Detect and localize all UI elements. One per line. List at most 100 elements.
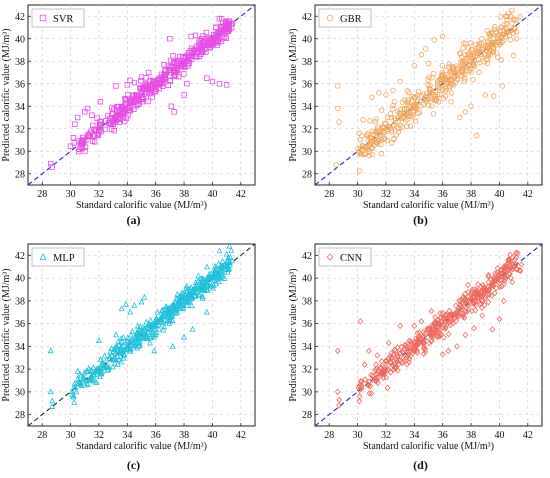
scatter-point xyxy=(461,78,467,84)
scatter-point xyxy=(216,81,223,87)
scatter-point xyxy=(488,292,495,299)
scatter-point xyxy=(147,334,154,341)
scatter-point xyxy=(183,284,190,291)
scatter-point xyxy=(87,130,93,137)
x-tick-label: 40 xyxy=(207,189,217,200)
scatter-point xyxy=(134,322,141,329)
axis-ticks: 28 30 32 34 36 38 40 42 28 30 32 34 36 38 40 42 xyxy=(302,12,533,200)
scatter-point xyxy=(128,99,135,106)
scatter-point xyxy=(384,384,391,391)
scatter-point xyxy=(49,164,55,170)
x-tick-label: 38 xyxy=(466,189,476,200)
scatter-point xyxy=(453,66,460,73)
scatter-point xyxy=(479,53,485,60)
y-tick-label: 36 xyxy=(15,319,25,330)
scatter-point xyxy=(121,108,127,114)
scatter-point xyxy=(440,316,447,323)
scatter-point xyxy=(164,317,171,324)
scatter-point xyxy=(406,337,412,345)
scatter-point xyxy=(387,111,394,117)
scatter-point xyxy=(220,35,226,41)
scatter-point xyxy=(105,112,111,119)
scatter-point xyxy=(128,331,135,338)
scatter-point xyxy=(215,260,222,267)
scatter-point xyxy=(172,309,179,316)
scatter-point xyxy=(199,292,206,299)
scatter-point xyxy=(496,271,502,278)
scatter-point xyxy=(199,294,206,301)
scatter-point xyxy=(48,160,54,167)
scatter-point xyxy=(154,308,161,315)
scatter-point xyxy=(161,62,167,68)
scatter-point xyxy=(336,402,342,409)
scatter-point xyxy=(439,33,446,40)
scatter-point xyxy=(480,290,487,298)
scatter-point xyxy=(138,74,145,80)
scatter-point xyxy=(491,93,497,99)
scatter-point xyxy=(195,291,202,298)
scatter-point xyxy=(383,374,390,381)
scatter-point xyxy=(131,79,138,86)
scatter-point xyxy=(69,391,76,398)
scatter-point xyxy=(73,388,80,395)
scatter-point xyxy=(334,347,341,355)
scatter-point xyxy=(434,333,440,340)
scatter-point xyxy=(174,68,181,74)
scatter-point xyxy=(509,7,515,13)
scatter-point xyxy=(212,265,219,272)
scatter-point xyxy=(391,115,398,121)
y-tick-label: 36 xyxy=(15,79,25,90)
scatter-point xyxy=(427,82,433,88)
scatter-point xyxy=(110,356,116,363)
scatter-point xyxy=(460,58,466,64)
scatter-point xyxy=(513,36,520,42)
scatter-point xyxy=(184,295,191,302)
scatter-point xyxy=(89,112,95,118)
legend-label: GBR xyxy=(340,14,362,25)
scatter-point xyxy=(359,133,365,139)
scatter-point xyxy=(86,375,93,382)
scatter-point xyxy=(505,10,511,17)
y-axis-label: Predicted calorific value (MJ/m³) xyxy=(1,268,12,401)
scatter-point xyxy=(377,364,384,371)
y-tick-label: 30 xyxy=(15,387,25,398)
x-tick-label: 40 xyxy=(494,189,504,200)
scatter-point xyxy=(97,124,103,131)
x-tick-label: 40 xyxy=(494,430,504,441)
scatter-point xyxy=(428,307,435,315)
scatter-point xyxy=(107,348,114,355)
scatter-point xyxy=(461,294,468,302)
scatter-point xyxy=(504,13,510,20)
scatter-point xyxy=(396,357,403,364)
scatter-point xyxy=(333,162,339,168)
scatter-point xyxy=(476,69,482,75)
scatter-point xyxy=(475,57,482,63)
scatter-point xyxy=(89,138,96,144)
scatter-point xyxy=(148,325,155,332)
scatter-point xyxy=(203,308,210,315)
scatter-point xyxy=(450,311,456,318)
scatter-point xyxy=(501,271,507,279)
scatter-point xyxy=(368,371,374,379)
scatter-point xyxy=(385,354,392,361)
plot-area-frame xyxy=(27,243,256,427)
scatter-point xyxy=(82,148,88,154)
scatter-point xyxy=(393,364,400,372)
scatter-point xyxy=(445,347,452,355)
scatter-point xyxy=(509,254,516,261)
scatter-point xyxy=(223,35,229,41)
panel-label: (c) xyxy=(127,458,140,472)
scatter-point xyxy=(479,297,486,305)
scatter-point xyxy=(507,37,514,43)
scatter-point xyxy=(506,27,513,34)
scatter-point xyxy=(385,339,392,347)
scatter-point xyxy=(439,73,445,79)
scatter-point xyxy=(439,69,445,76)
x-tick-label: 32 xyxy=(94,189,104,200)
scatter-point xyxy=(501,266,508,274)
scatter-point xyxy=(418,103,424,109)
scatter-point xyxy=(509,265,516,273)
scatter-point xyxy=(196,291,203,298)
scatter-point xyxy=(372,366,378,374)
x-tick-label: 34 xyxy=(122,189,132,200)
